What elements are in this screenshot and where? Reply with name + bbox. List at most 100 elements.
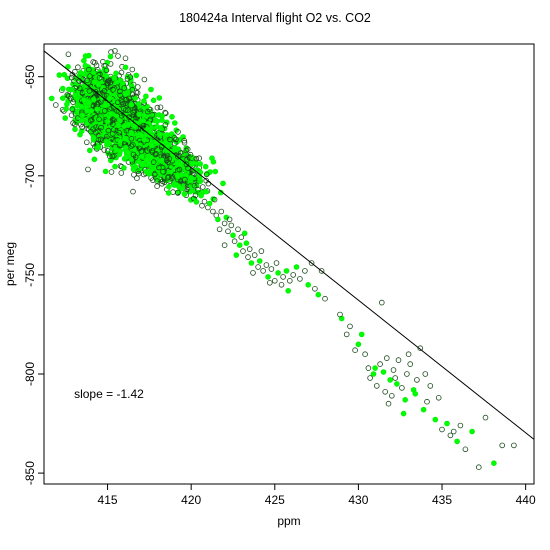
data-point (103, 67, 110, 74)
data-point (128, 102, 135, 108)
data-point (240, 248, 246, 254)
data-point (84, 108, 90, 114)
data-point (246, 246, 253, 252)
slope-annotation: slope = -1.42 (74, 387, 144, 401)
data-point (275, 270, 281, 276)
data-point (129, 86, 136, 93)
data-point (172, 145, 178, 151)
x-tick-label: 425 (265, 493, 285, 507)
data-point (388, 392, 395, 399)
data-point (420, 406, 427, 413)
data-point (482, 414, 489, 421)
data-point (121, 165, 127, 171)
data-point (63, 106, 69, 112)
data-point (82, 53, 89, 59)
data-point (424, 398, 430, 405)
data-point (169, 175, 175, 181)
data-point (255, 264, 261, 270)
chart-title: 180424a Interval flight O2 vs. CO2 (179, 11, 371, 25)
data-point (130, 112, 137, 118)
data-point (150, 97, 157, 104)
data-point (96, 75, 103, 81)
data-point (164, 132, 170, 138)
data-point (94, 106, 100, 112)
data-point (258, 248, 265, 254)
data-point (198, 192, 205, 199)
data-point (150, 159, 157, 165)
data-point (79, 128, 85, 134)
data-point (130, 188, 136, 195)
data-point (130, 166, 137, 173)
data-point (64, 75, 71, 82)
data-point (499, 442, 506, 449)
data-point (221, 242, 228, 249)
data-point (122, 91, 129, 97)
data-point (140, 123, 147, 129)
data-point (128, 156, 135, 163)
data-points (48, 48, 517, 471)
data-point (81, 97, 87, 103)
data-point (152, 171, 158, 178)
data-point (266, 279, 273, 286)
data-point (511, 442, 517, 449)
data-point (128, 136, 135, 142)
data-point (95, 144, 102, 150)
data-point (159, 117, 165, 123)
data-point (286, 277, 293, 284)
data-point (250, 270, 256, 276)
data-point (113, 113, 119, 119)
data-point (202, 163, 209, 170)
data-point (95, 99, 102, 106)
data-point (135, 170, 142, 177)
data-point (394, 381, 400, 387)
data-point (75, 64, 81, 70)
data-point (116, 129, 122, 136)
data-point (337, 311, 343, 318)
data-point (238, 234, 245, 241)
data-point (160, 168, 166, 175)
x-axis: 415 420 425 430 435 440 (98, 484, 536, 507)
data-point (143, 93, 149, 100)
data-point (130, 142, 136, 148)
y-axis: -850 -800 -750 -700 -650 (23, 64, 44, 485)
data-point (175, 153, 181, 160)
data-point (365, 365, 372, 371)
data-point (245, 254, 251, 260)
data-point (302, 268, 308, 274)
x-tick-label: 440 (516, 493, 536, 507)
data-point (191, 182, 198, 189)
data-point (91, 96, 97, 103)
data-point (65, 51, 72, 58)
data-point (149, 153, 156, 160)
data-point (101, 87, 108, 94)
data-point (68, 112, 75, 118)
data-point (82, 62, 89, 69)
data-point (147, 168, 154, 175)
data-point (102, 102, 109, 108)
data-point (110, 131, 116, 137)
data-point (56, 72, 63, 78)
data-point (422, 371, 429, 377)
data-point (469, 428, 475, 435)
data-point (85, 166, 91, 173)
data-point (362, 351, 368, 358)
data-point (118, 113, 125, 119)
y-tick-label: -700 (23, 163, 37, 187)
data-point (235, 226, 241, 233)
data-point (450, 428, 457, 435)
data-point (96, 116, 102, 122)
data-point (141, 98, 147, 104)
data-point (91, 156, 98, 163)
x-tick-label: 435 (432, 493, 452, 507)
data-point (236, 242, 243, 249)
data-point (457, 422, 464, 429)
data-point (117, 88, 123, 95)
data-point (154, 118, 161, 125)
data-point (200, 184, 206, 190)
data-point (110, 87, 116, 93)
data-point (101, 147, 107, 153)
data-point (367, 375, 373, 381)
data-point (109, 153, 116, 160)
data-point (156, 164, 162, 171)
data-point (399, 385, 405, 391)
